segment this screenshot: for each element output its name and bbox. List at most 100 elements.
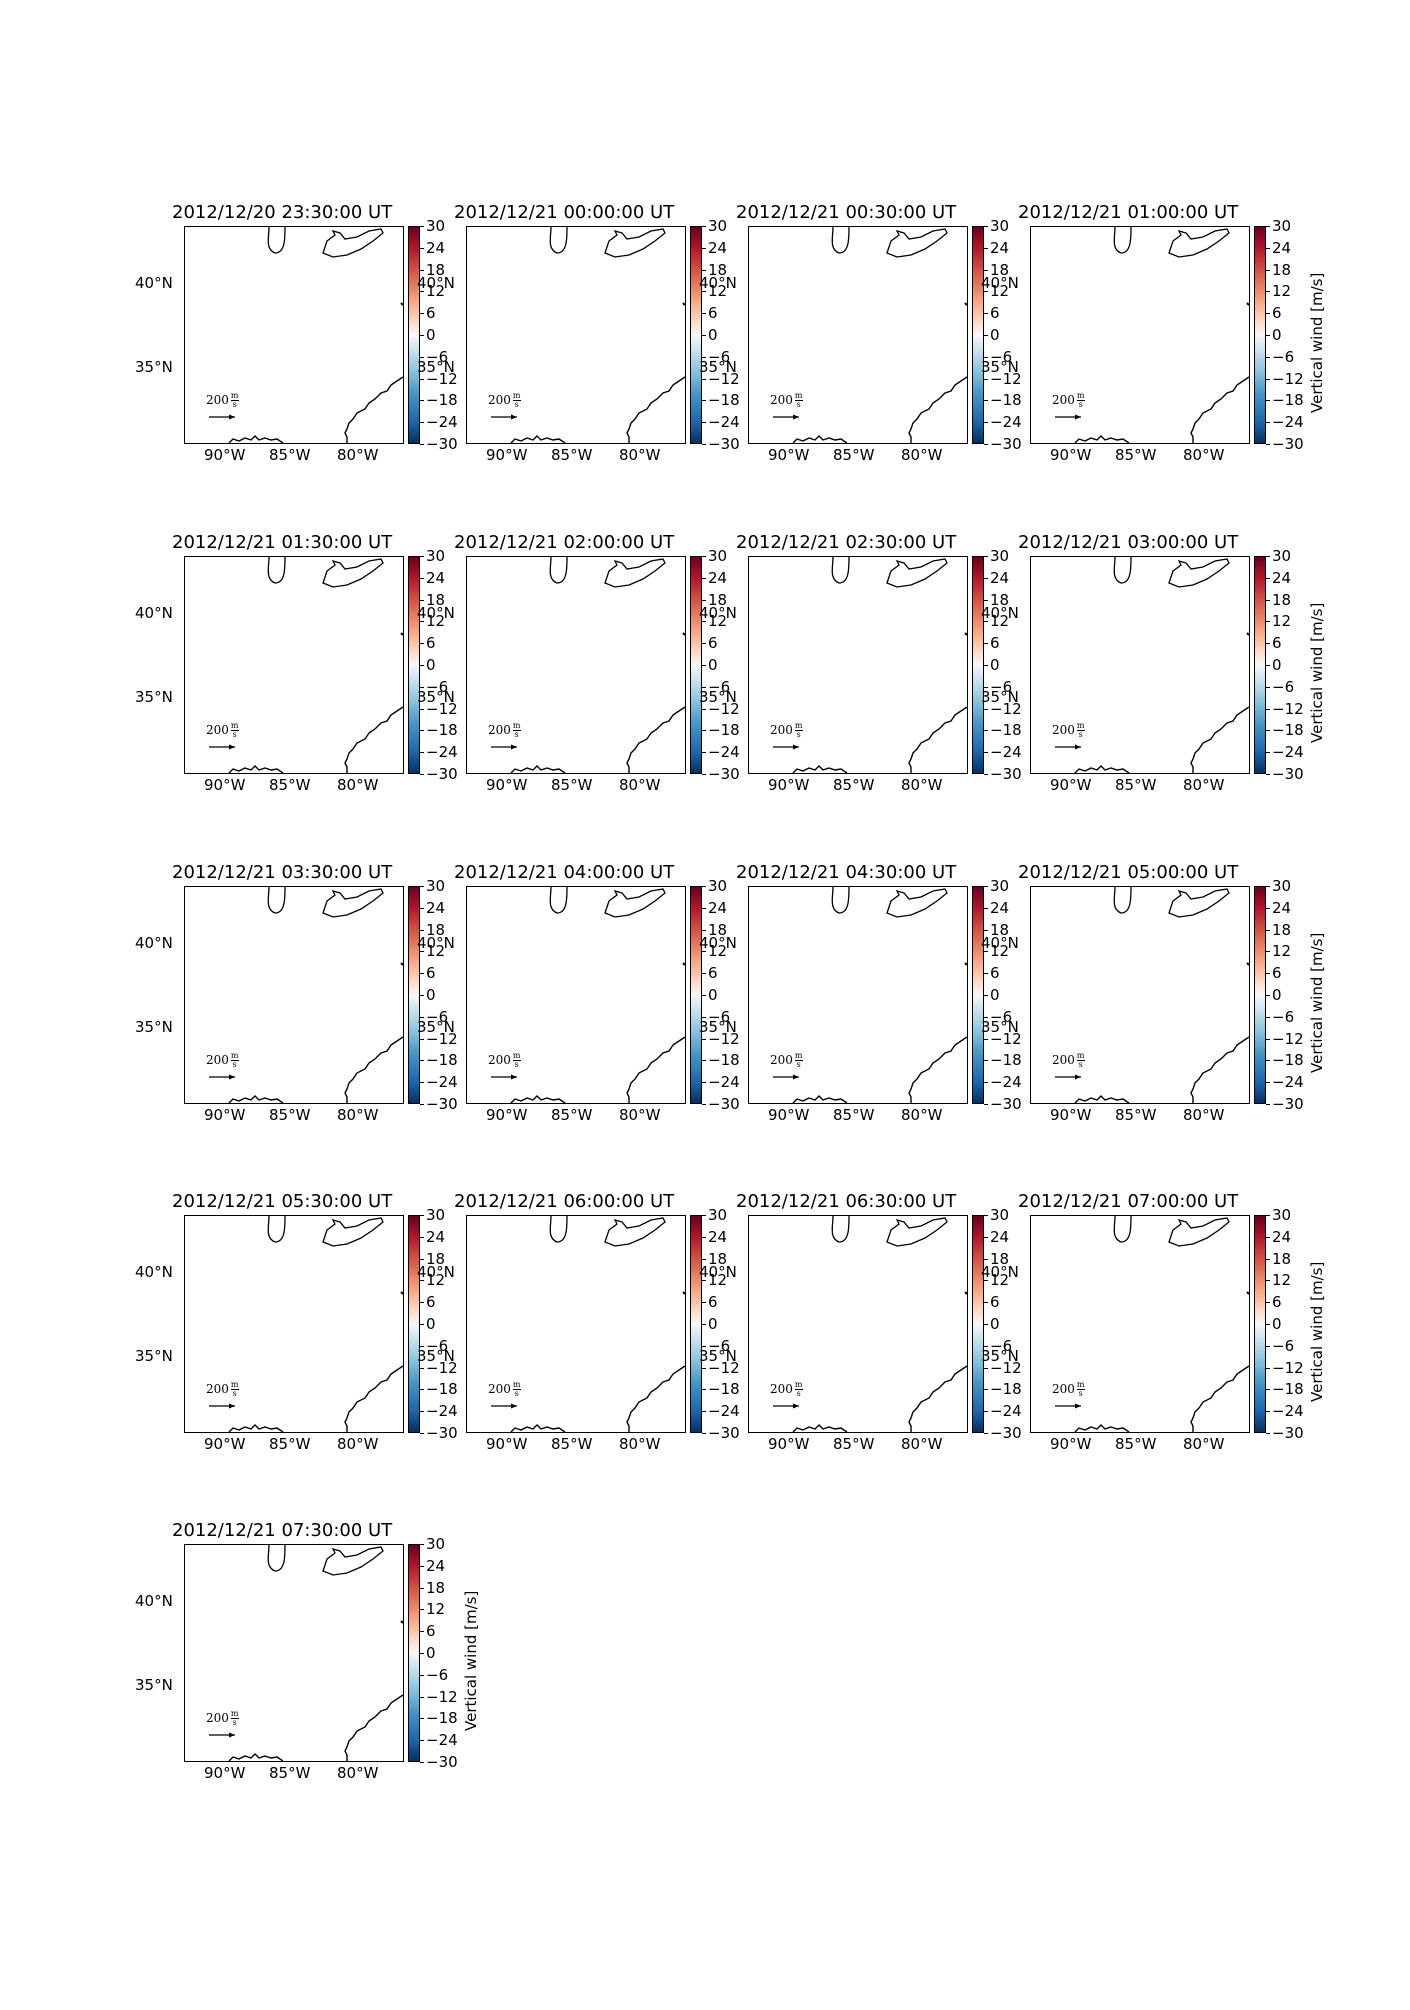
longitude-label: 90°W bbox=[768, 1106, 810, 1124]
colorbar-tick-label: 30 bbox=[1272, 1206, 1292, 1224]
colorbar-tick-label: −24 bbox=[708, 1073, 740, 1092]
colorbar-tick-mark bbox=[984, 995, 988, 996]
longitude-label: 85°W bbox=[833, 1435, 875, 1453]
colorbar-tick-label: 24 bbox=[990, 898, 1010, 917]
colorbar bbox=[1254, 556, 1266, 774]
colorbar-tick-mark bbox=[702, 444, 706, 445]
coast-fragment bbox=[682, 962, 685, 966]
colorbar-tick-label: −18 bbox=[708, 1051, 740, 1070]
colorbar-tick-label: −30 bbox=[708, 435, 740, 453]
colorbar-tick-label: −12 bbox=[990, 369, 1022, 388]
colorbar-tick-mark bbox=[984, 1367, 988, 1369]
colorbar-tick-label: 24 bbox=[708, 898, 728, 917]
colorbar-tick-label: −24 bbox=[426, 1731, 458, 1750]
longitude-label: 90°W bbox=[204, 446, 246, 464]
colorbar-tick-label: −12 bbox=[990, 699, 1022, 718]
colorbar-tick-mark bbox=[420, 1324, 424, 1325]
atlantic-coastline bbox=[1190, 1365, 1249, 1432]
unit-denominator: s bbox=[232, 730, 237, 739]
colorbar-tick-mark bbox=[420, 708, 424, 710]
reference-arrow-head bbox=[229, 1732, 235, 1738]
colorbar-tick-mark bbox=[420, 226, 424, 227]
colorbar-tick-label: −30 bbox=[990, 1095, 1022, 1113]
colorbar bbox=[972, 556, 984, 774]
panel-title: 2012/12/21 00:00:00 UT bbox=[454, 202, 675, 223]
colorbar-tick-label: −18 bbox=[990, 1051, 1022, 1070]
colorbar-tick-mark bbox=[420, 1631, 424, 1633]
unit-denominator: s bbox=[1078, 1060, 1083, 1069]
colorbar-tick-label: −12 bbox=[1272, 369, 1304, 388]
colorbar-tick-label: 6 bbox=[708, 1293, 718, 1312]
colorbar-tick-label: 0 bbox=[426, 1315, 436, 1333]
colorbar-tick-mark bbox=[702, 1280, 706, 1282]
map-panel: 2012/12/20 23:30:00 UT 200 m s 40°N 35°N 90°W 8… bbox=[135, 202, 502, 466]
colorbar-tick-mark bbox=[420, 1082, 424, 1084]
gulf-coastline bbox=[792, 1095, 848, 1103]
colorbar-tick-mark bbox=[702, 1302, 706, 1304]
longitude-label: 90°W bbox=[204, 1106, 246, 1124]
colorbar-tick-mark bbox=[984, 1389, 988, 1391]
colorbar-tick-label: −30 bbox=[426, 435, 458, 453]
longitude-label: 90°W bbox=[1050, 446, 1092, 464]
colorbar-tick-mark bbox=[984, 774, 988, 775]
colorbar-tick-label: 18 bbox=[708, 920, 728, 939]
atlantic-coastline bbox=[344, 1036, 403, 1103]
latitude-label: 40°N bbox=[417, 1263, 455, 1281]
reference-vector-value: 200 bbox=[488, 1053, 511, 1067]
colorbar bbox=[408, 556, 420, 774]
colorbar-tick-label: 30 bbox=[990, 877, 1010, 895]
lake-michigan-outline bbox=[267, 1216, 286, 1243]
colorbar-tick-mark bbox=[1266, 356, 1270, 358]
gulf-coastline bbox=[1074, 435, 1130, 443]
latitude-label: 40°N bbox=[417, 604, 455, 622]
colorbar-tick-label: −30 bbox=[1272, 435, 1304, 453]
colorbar-tick-label: 30 bbox=[1272, 547, 1292, 565]
colorbar-tick-mark bbox=[1266, 951, 1270, 953]
coastline-map bbox=[773, 227, 967, 443]
colorbar-tick-label: 18 bbox=[426, 260, 446, 279]
reference-arrow-head bbox=[511, 1074, 517, 1080]
map-frame bbox=[466, 1215, 686, 1433]
longitude-label: 80°W bbox=[337, 1764, 379, 1782]
map-frame bbox=[184, 556, 404, 774]
colorbar-tick-label: 30 bbox=[990, 217, 1010, 235]
reference-vector-value: 200 bbox=[488, 1382, 511, 1396]
reference-arrow-head bbox=[793, 744, 799, 750]
unit-denominator: s bbox=[796, 1389, 801, 1398]
colorbar-tick-mark bbox=[984, 444, 988, 445]
colorbar-tick-label: 24 bbox=[990, 1227, 1010, 1246]
longitude-label: 90°W bbox=[1050, 776, 1092, 794]
colorbar-tick-mark bbox=[420, 1565, 424, 1567]
colorbar-tick-label: −30 bbox=[426, 1753, 458, 1771]
colorbar bbox=[972, 1215, 984, 1433]
coastline-map bbox=[209, 1216, 403, 1432]
colorbar-tick-label: −18 bbox=[990, 721, 1022, 740]
map-panel: 2012/12/21 01:00:00 UT 200 m s 40°N 35°N 90°W 8… bbox=[981, 202, 1348, 466]
atlantic-coastline bbox=[1190, 706, 1249, 773]
colorbar-tick-mark bbox=[1266, 1433, 1270, 1434]
colorbar-tick-mark bbox=[420, 269, 424, 271]
lake-erie-outline bbox=[886, 558, 948, 588]
colorbar-tick-label: −12 bbox=[990, 1358, 1022, 1377]
reference-vector-value: 200 bbox=[206, 1711, 229, 1725]
longitude-label: 80°W bbox=[1183, 776, 1225, 794]
atlantic-coastline bbox=[344, 706, 403, 773]
colorbar-tick-mark bbox=[420, 313, 424, 315]
longitude-label: 90°W bbox=[204, 776, 246, 794]
latitude-label: 40°N bbox=[981, 1263, 1019, 1281]
colorbar bbox=[408, 1215, 420, 1433]
colorbar-tick-label: −30 bbox=[708, 1095, 740, 1113]
map-panel: 2012/12/21 03:30:00 UT 200 m s 40°N 35°N 90°W 8… bbox=[135, 862, 502, 1126]
panel-title: 2012/12/20 23:30:00 UT bbox=[172, 202, 393, 223]
map-frame bbox=[1030, 886, 1250, 1104]
colorbar-tick-label: 24 bbox=[426, 1556, 446, 1575]
colorbar-tick-mark bbox=[420, 1696, 424, 1698]
colorbar-tick-label: 12 bbox=[1272, 612, 1292, 631]
longitude-label: 85°W bbox=[1115, 1435, 1157, 1453]
colorbar-tick-mark bbox=[420, 1609, 424, 1611]
colorbar-tick-mark bbox=[1266, 1258, 1270, 1260]
colorbar-tick-mark bbox=[1266, 226, 1270, 227]
reference-vector-value: 200 bbox=[770, 723, 793, 737]
gulf-coastline bbox=[228, 435, 284, 443]
reference-vector-label: 200 m s bbox=[206, 1381, 239, 1398]
